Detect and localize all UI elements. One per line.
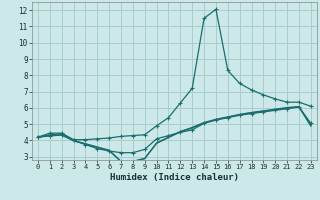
- X-axis label: Humidex (Indice chaleur): Humidex (Indice chaleur): [110, 173, 239, 182]
